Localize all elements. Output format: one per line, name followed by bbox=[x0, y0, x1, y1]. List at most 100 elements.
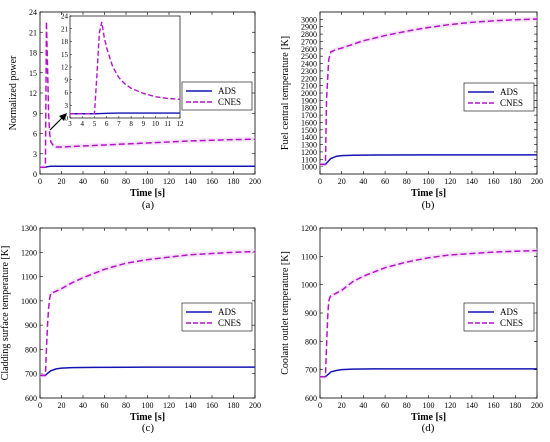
y-axis-label: Cladding surface temperature [K] bbox=[0, 246, 11, 381]
x-tick-label: 80 bbox=[122, 177, 130, 186]
y-tick-label: 0 bbox=[33, 170, 37, 179]
y-tick-label: 2200 bbox=[301, 74, 317, 83]
y-tick-label: 900 bbox=[305, 309, 317, 318]
x-tick-label: 120 bbox=[163, 177, 175, 186]
x-axis-label: Time [s] bbox=[130, 412, 165, 423]
inset-x-tick-label: 5 bbox=[93, 120, 97, 128]
y-tick-label: 1600 bbox=[301, 118, 317, 127]
y-tick-label: 1200 bbox=[301, 148, 317, 157]
y-tick-label: 1100 bbox=[301, 155, 317, 164]
x-tick-label: 20 bbox=[338, 401, 346, 410]
y-tick-label: 1100 bbox=[21, 273, 37, 282]
y-tick-label: 2600 bbox=[301, 45, 317, 54]
panel-1: 0 20 40 60 80 100 120 140 160 180 2001000110012001… bbox=[280, 11, 543, 211]
x-tick-label: 80 bbox=[122, 401, 130, 410]
inset-x-tick-label: 11 bbox=[164, 120, 171, 128]
x-tick-label: 160 bbox=[488, 401, 500, 410]
legend-box bbox=[463, 302, 535, 332]
x-tick-label: 100 bbox=[142, 177, 154, 186]
y-tick-label: 600 bbox=[25, 394, 37, 403]
x-tick-label: 180 bbox=[509, 177, 521, 186]
y-tick-label: 3000 bbox=[301, 15, 317, 24]
legend-box bbox=[181, 81, 253, 111]
legend-label-cnes: CNES bbox=[500, 318, 523, 328]
series-line-cnes bbox=[320, 18, 537, 166]
y-tick-label: 1700 bbox=[301, 111, 317, 120]
x-tick-label: 20 bbox=[338, 177, 346, 186]
panel-label: (a) bbox=[142, 199, 155, 211]
x-tick-label: 200 bbox=[249, 177, 261, 186]
y-tick-label: 6 bbox=[33, 130, 37, 139]
y-axis-label: Coolant outlet temperature [K] bbox=[280, 251, 291, 375]
y-tick-label: 1800 bbox=[301, 104, 317, 113]
y-tick-label: 2400 bbox=[301, 60, 317, 69]
x-tick-label: 40 bbox=[359, 401, 367, 410]
legend-label-ads: ADS bbox=[500, 87, 518, 97]
y-tick-label: 1300 bbox=[21, 224, 37, 233]
y-tick-label: 12 bbox=[29, 89, 37, 98]
y-tick-label: 2100 bbox=[301, 82, 317, 91]
y-tick-label: 2700 bbox=[301, 37, 317, 46]
x-tick-label: 120 bbox=[163, 401, 175, 410]
series-line-cnes bbox=[320, 249, 537, 378]
x-tick-label: 160 bbox=[206, 401, 218, 410]
series-line-ads bbox=[40, 165, 255, 168]
inset-x-tick-label: 10 bbox=[152, 120, 160, 128]
y-tick-label: 2800 bbox=[301, 30, 317, 39]
x-tick-label: 40 bbox=[79, 401, 87, 410]
y-tick-label: 1500 bbox=[301, 126, 317, 135]
inset-x-tick-label: 6 bbox=[105, 120, 109, 128]
y-tick-label: 1000 bbox=[21, 297, 37, 306]
inset-y-tick-label: 12 bbox=[61, 64, 69, 72]
legend-label-cnes: CNES bbox=[218, 97, 241, 107]
y-tick-label: 2300 bbox=[301, 67, 317, 76]
x-tick-label: 80 bbox=[403, 401, 411, 410]
legend-label-ads: ADS bbox=[218, 307, 236, 317]
y-tick-label: 1300 bbox=[301, 141, 317, 150]
y-tick-label: 900 bbox=[25, 321, 37, 330]
y-tick-label: 15 bbox=[29, 69, 37, 78]
inset-y-tick-label: 3 bbox=[65, 102, 69, 110]
y-axis-label: Fuel central temperature [K] bbox=[280, 36, 291, 150]
x-tick-label: 60 bbox=[381, 177, 389, 186]
x-tick-label: 100 bbox=[423, 401, 435, 410]
inset-series-line-ads bbox=[70, 112, 180, 115]
x-axis-label: Time [s] bbox=[130, 188, 165, 199]
inset-y-tick-label: 6 bbox=[65, 89, 69, 97]
inset-arrow-head bbox=[59, 113, 67, 121]
legend-box bbox=[463, 82, 535, 112]
x-tick-label: 40 bbox=[79, 177, 87, 186]
inset-y-tick-label: 15 bbox=[61, 51, 69, 59]
x-tick-label: 120 bbox=[444, 177, 456, 186]
x-axis-label: Time [s] bbox=[411, 412, 446, 423]
y-tick-label: 3 bbox=[33, 150, 37, 159]
x-tick-label: 100 bbox=[423, 177, 435, 186]
panel-2: 0 20 40 60 80 100 120 140 160 180 200 600 700 800 900 1… bbox=[0, 224, 261, 434]
y-tick-label: 1900 bbox=[301, 96, 317, 105]
panel-label: (d) bbox=[422, 422, 435, 434]
inset-x-tick-label: 9 bbox=[142, 120, 146, 128]
x-tick-label: 0 bbox=[38, 401, 42, 410]
y-tick-label: 1000 bbox=[301, 163, 317, 172]
panel-0: 0 20 40 60 80 100 120 140 160 180 2000369121518212… bbox=[8, 8, 261, 211]
x-tick-label: 180 bbox=[509, 401, 521, 410]
inset-y-tick-label: 9 bbox=[65, 76, 69, 84]
y-tick-label: 700 bbox=[25, 370, 37, 379]
y-tick-label: 1100 bbox=[301, 252, 317, 261]
inset-series-line-cnes bbox=[70, 21, 180, 115]
y-tick-label: 18 bbox=[29, 49, 37, 58]
x-tick-label: 180 bbox=[228, 401, 240, 410]
x-tick-label: 0 bbox=[38, 177, 42, 186]
legend-label-cnes: CNES bbox=[500, 98, 523, 108]
panel-label: (b) bbox=[422, 199, 435, 211]
x-tick-label: 0 bbox=[318, 401, 322, 410]
y-tick-label: 700 bbox=[305, 366, 317, 375]
x-tick-label: 40 bbox=[359, 177, 367, 186]
x-tick-label: 140 bbox=[466, 401, 478, 410]
x-tick-label: 160 bbox=[206, 177, 218, 186]
x-tick-label: 120 bbox=[444, 401, 456, 410]
y-axis-label: Normalized power bbox=[8, 55, 19, 130]
legend-label-ads: ADS bbox=[218, 86, 236, 96]
series-line-ads bbox=[320, 154, 537, 166]
inset-y-tick-label: 24 bbox=[61, 13, 69, 21]
